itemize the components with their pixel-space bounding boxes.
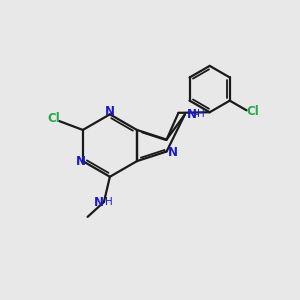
- Text: N: N: [76, 154, 85, 168]
- Text: H: H: [197, 109, 205, 119]
- Text: N: N: [168, 146, 178, 160]
- Text: Cl: Cl: [47, 112, 60, 125]
- Text: -: -: [195, 109, 199, 119]
- Text: N: N: [94, 196, 103, 208]
- Text: N: N: [105, 106, 115, 118]
- Text: N: N: [187, 108, 196, 121]
- Text: Cl: Cl: [247, 105, 260, 118]
- Text: H: H: [104, 197, 112, 207]
